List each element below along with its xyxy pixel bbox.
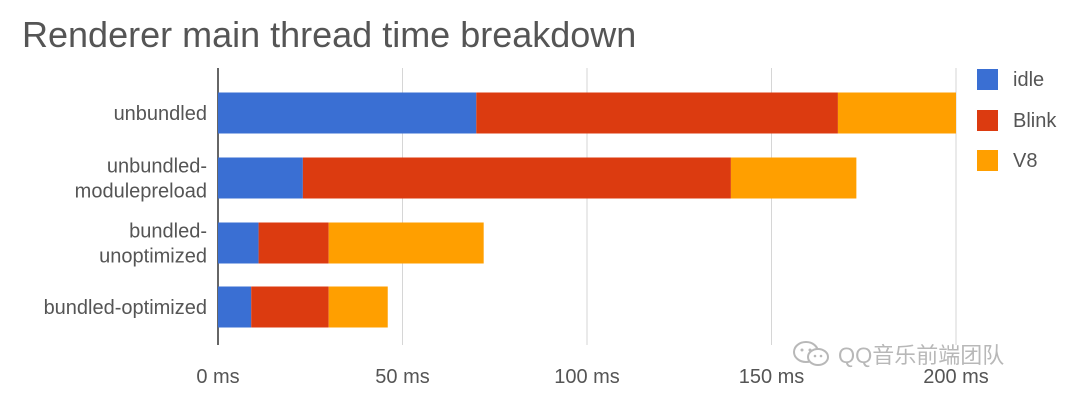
- bar-idle-3: [218, 222, 259, 264]
- bar-blink-1: [476, 92, 838, 134]
- legend-label-blink: Blink: [1013, 110, 1057, 132]
- x-tick-label: 100 ms: [554, 366, 620, 388]
- bar-idle-1: [218, 92, 477, 134]
- bar-blink-4: [251, 286, 329, 328]
- bar-blink-2: [302, 157, 731, 199]
- x-tick-label: 50 ms: [375, 366, 429, 388]
- watermark: QQ音乐前端团队: [792, 338, 1004, 370]
- chart-title: Renderer main thread time breakdown: [22, 14, 637, 55]
- category-label: unoptimized: [99, 246, 207, 268]
- x-tick-label: 150 ms: [739, 366, 805, 388]
- category-label: bundled-optimized: [44, 297, 207, 319]
- bar-idle-2: [218, 157, 303, 199]
- category-label: unbundled: [114, 103, 207, 125]
- watermark-text: QQ音乐前端团队: [838, 343, 1005, 368]
- bar-v8-4: [328, 286, 388, 328]
- category-label: unbundled-: [107, 156, 207, 178]
- legend: idle Blink V8: [977, 69, 1057, 172]
- legend-swatch-idle: [977, 69, 998, 90]
- legend-swatch-v8: [977, 150, 998, 171]
- x-tick-label: 0 ms: [196, 366, 239, 388]
- bar-v8-1: [837, 92, 956, 134]
- wechat-icon: [793, 341, 829, 366]
- legend-label-v8: V8: [1013, 150, 1037, 172]
- category-label: bundled-: [129, 221, 207, 243]
- category-labels: unbundled unbundled-modulepreload bundled-…: [44, 103, 207, 319]
- bar-group: [218, 92, 956, 328]
- x-tick-labels: 0 ms 50 ms 100 ms 150 ms 200 ms: [196, 366, 988, 388]
- bar-idle-4: [218, 286, 252, 328]
- category-label: modulepreload: [75, 181, 207, 203]
- bar-v8-2: [730, 157, 857, 199]
- bar-blink-3: [258, 222, 329, 264]
- legend-swatch-blink: [977, 110, 998, 131]
- x-tick-label: 200 ms: [923, 366, 989, 388]
- legend-label-idle: idle: [1013, 69, 1044, 91]
- bar-v8-3: [328, 222, 484, 264]
